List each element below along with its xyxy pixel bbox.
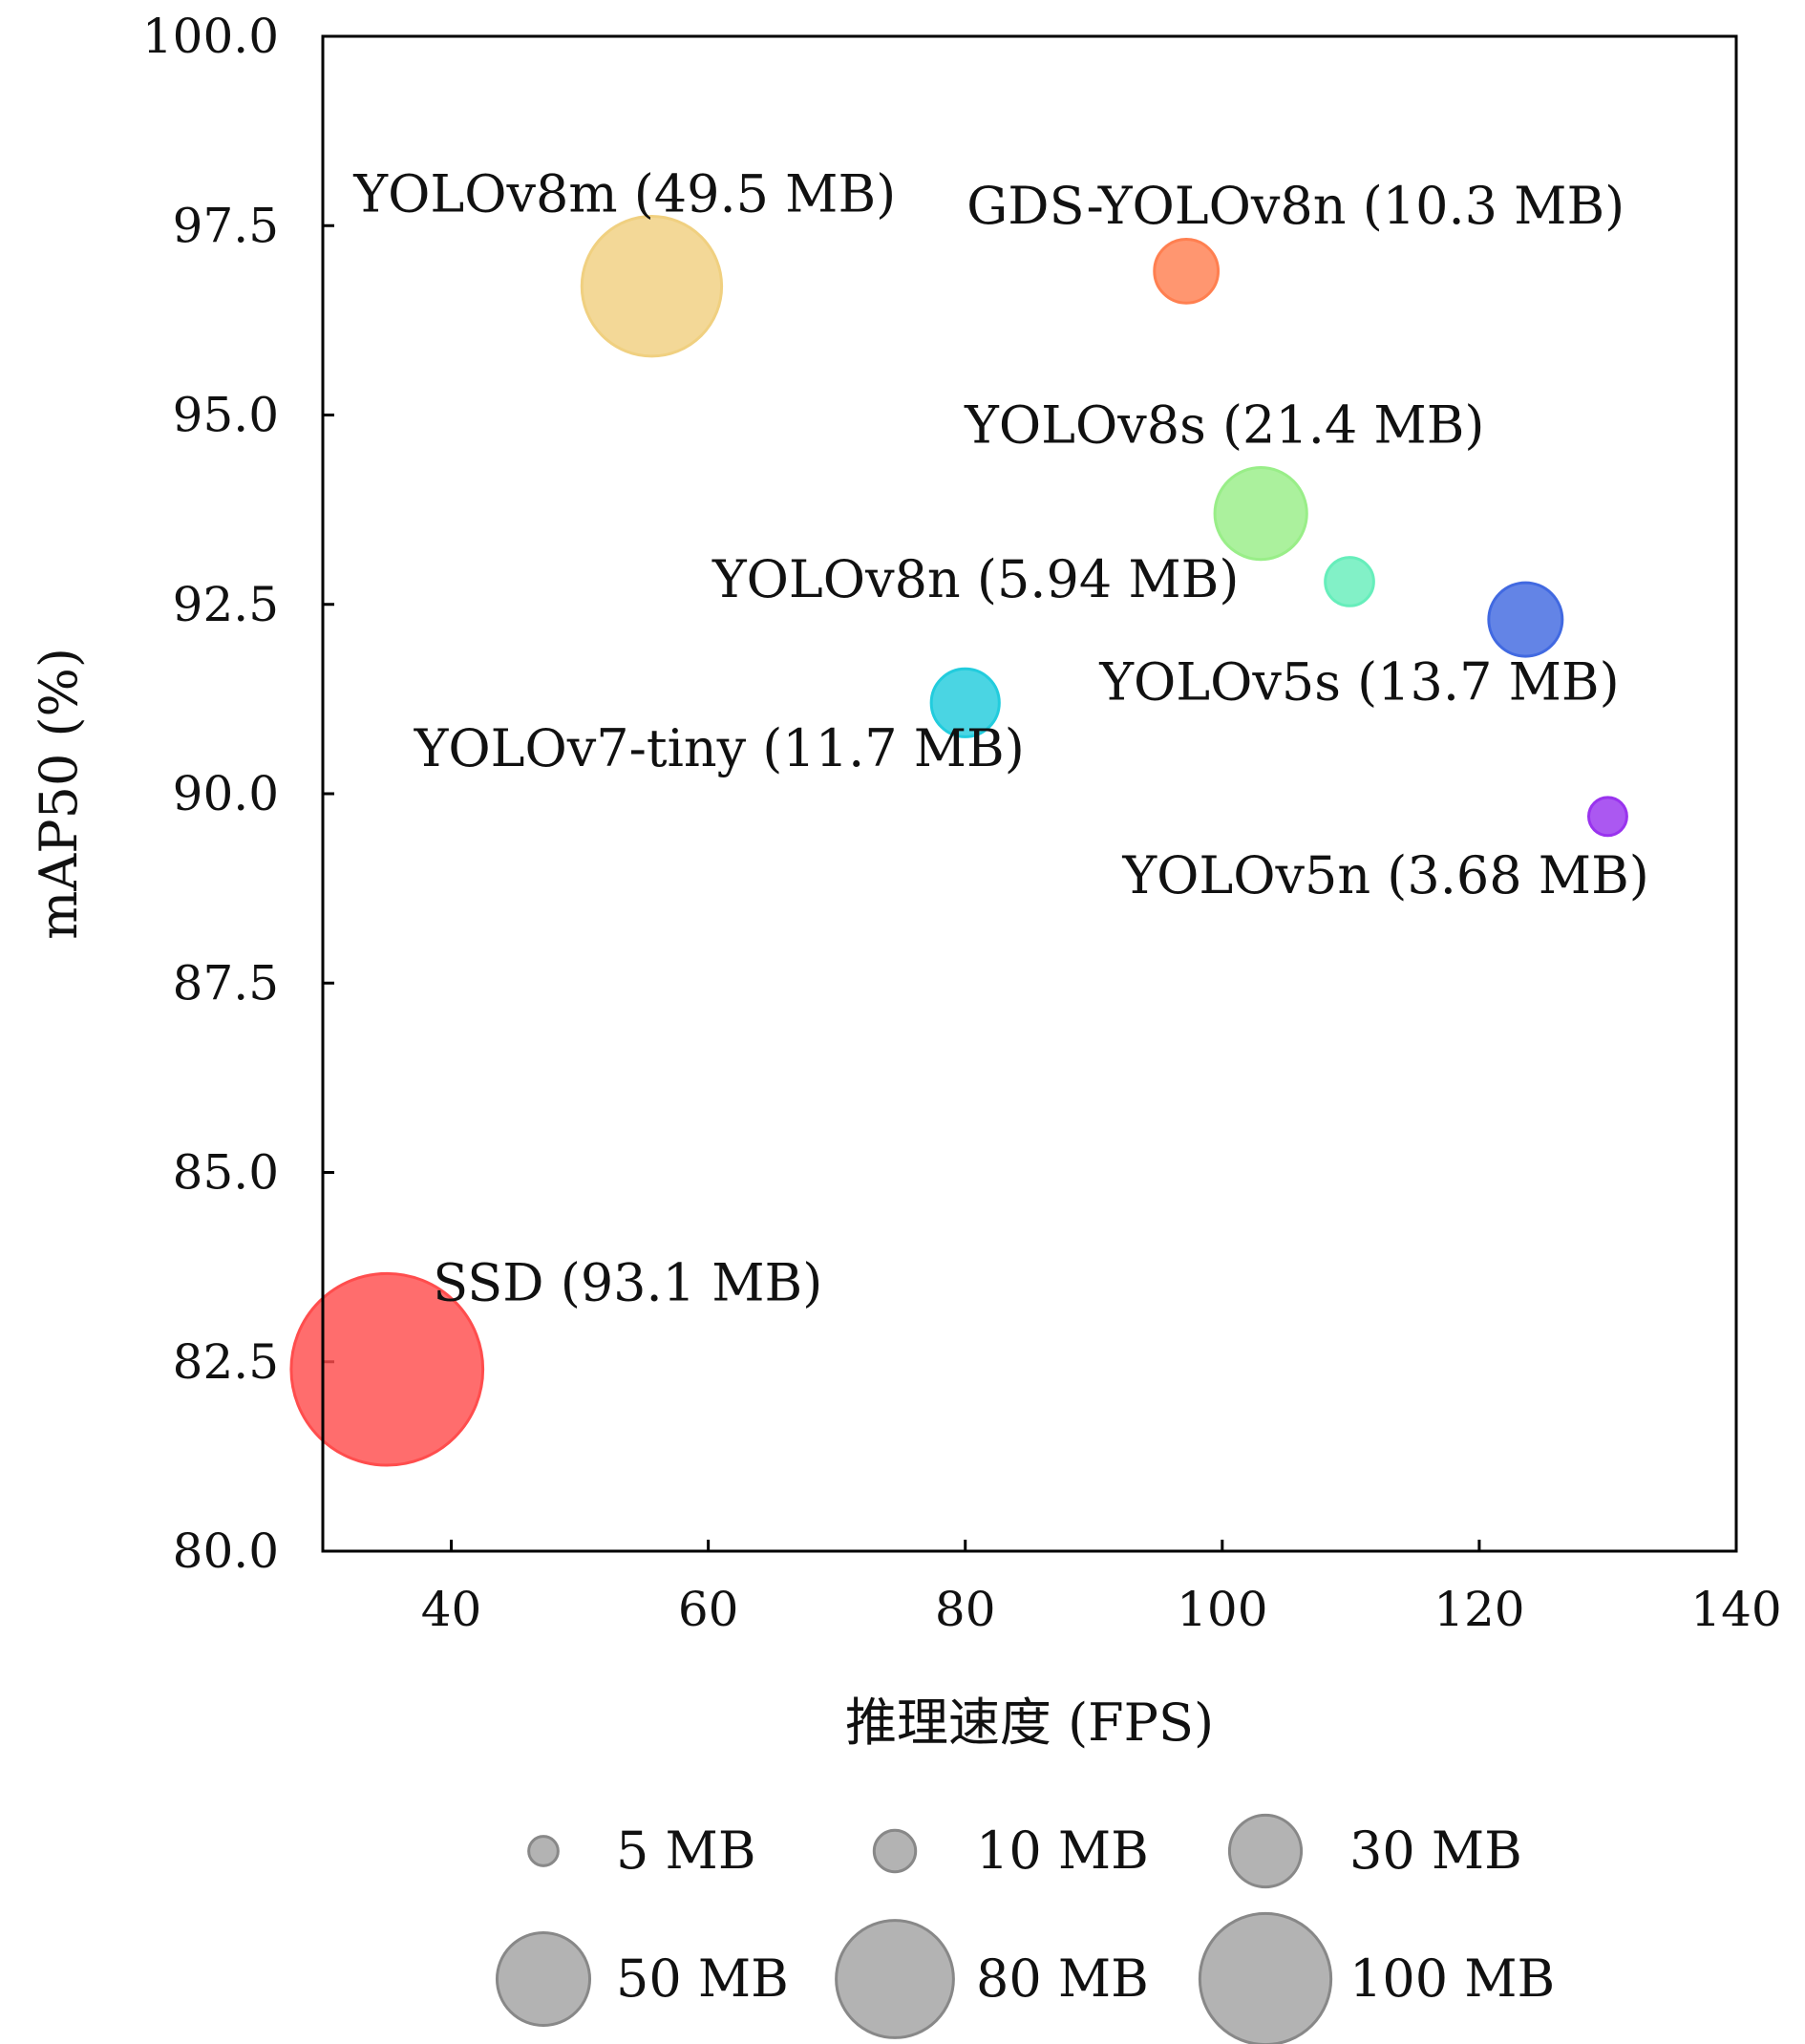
y-tick-label: 95.0 [173, 388, 279, 443]
data-point [1153, 237, 1221, 305]
legend-label: 10 MB [976, 1820, 1149, 1881]
y-tick-label: 85.0 [173, 1145, 279, 1201]
data-points: SSD (93.1 MB) YOLOv8m (49.5 MB) GDS-YOLOv8… [289, 164, 1649, 1467]
x-tick-label: 60 [678, 1582, 739, 1637]
data-point-label: YOLOv8m (49.5 MB) [352, 164, 896, 224]
legend-marker [527, 1835, 560, 1867]
legend-marker [495, 1930, 592, 2028]
legend-marker [1198, 1911, 1333, 2044]
data-point [1587, 796, 1628, 838]
y-tick-label: 82.5 [173, 1334, 279, 1390]
x-tick-label: 100 [1177, 1582, 1267, 1637]
x-tick-label: 120 [1433, 1582, 1524, 1637]
data-point-label: YOLOv7-tiny (11.7 MB) [414, 718, 1025, 778]
axis-ticks: 40 60 80 100 120 140 80.0 82.5 85.0 87.5 90.0 92.5 9… [142, 9, 1782, 1637]
y-axis-title: mAP50 (%) [29, 648, 89, 940]
legend-marker [1227, 1813, 1304, 1889]
data-point-label: YOLOv8s (21.4 MB) [964, 395, 1484, 456]
y-tick-label: 97.5 [173, 198, 279, 253]
x-tick-label: 40 [421, 1582, 482, 1637]
data-point-label: GDS-YOLOv8n (10.3 MB) [966, 176, 1624, 236]
data-point [1213, 465, 1308, 562]
y-tick-label: 90.0 [173, 766, 279, 821]
data-point-label: YOLOv5s (13.7 MB) [1098, 652, 1619, 713]
data-point-label: YOLOv5n (3.68 MB) [1121, 845, 1648, 905]
legend-marker [872, 1828, 918, 1874]
y-tick-label: 100.0 [142, 9, 279, 64]
legend-label: 30 MB [1349, 1820, 1522, 1881]
size-legend: 5 MB 10 MB 30 MB 50 MB 80 MB 100 MB [495, 1813, 1555, 2044]
plot-frame [321, 34, 1738, 1553]
data-point-label: SSD (93.1 MB) [433, 1253, 822, 1313]
x-axis-title: 推理速度 (FPS) [845, 1693, 1214, 1753]
x-tick-label: 140 [1690, 1582, 1781, 1637]
data-point [929, 667, 1001, 738]
x-tick-label: 80 [935, 1582, 996, 1637]
data-point [1324, 556, 1375, 607]
y-tick-label: 87.5 [173, 955, 279, 1011]
data-point [580, 215, 724, 358]
legend-label: 5 MB [616, 1820, 756, 1881]
legend-label: 50 MB [616, 1948, 789, 2009]
y-tick-label: 80.0 [173, 1523, 279, 1579]
legend-marker [835, 1919, 955, 2039]
legend-label: 80 MB [976, 1948, 1149, 2009]
data-point [1487, 581, 1564, 658]
y-tick-label: 92.5 [173, 577, 279, 632]
legend-label: 100 MB [1349, 1948, 1555, 2009]
data-point-label: YOLOv8n (5.94 MB) [711, 549, 1239, 609]
data-point [289, 1271, 485, 1467]
